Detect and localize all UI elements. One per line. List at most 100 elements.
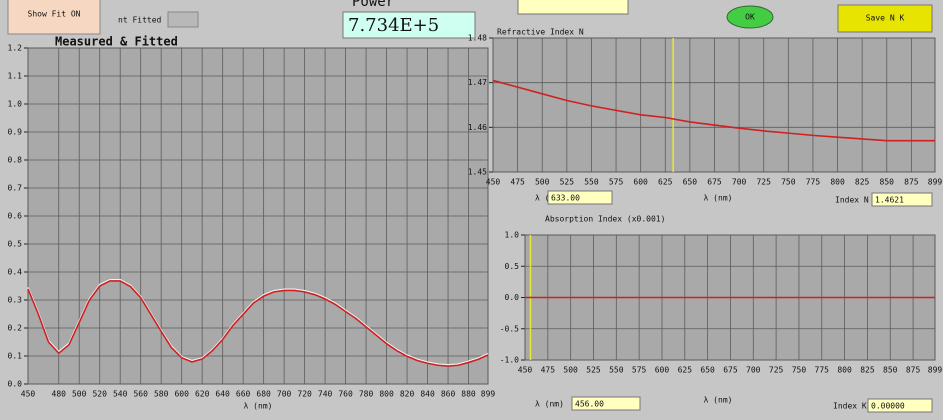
- x-tick-label: 700: [277, 390, 292, 399]
- x-tick-label: 650: [683, 178, 698, 187]
- x-tick-label: 540: [113, 390, 128, 399]
- save-label: Save N K: [866, 14, 905, 23]
- x-tick-label: 800: [830, 178, 845, 187]
- y-tick-label: 1.0: [8, 100, 23, 109]
- y-tick-label: 0.5: [505, 262, 520, 271]
- save-button[interactable]: [837, 4, 933, 33]
- x-tick-label: 475: [510, 178, 525, 187]
- x-tick-label: 560: [133, 390, 148, 399]
- legend-fitted: nt Fitted: [118, 16, 162, 25]
- x-tick-label: 875: [906, 366, 921, 375]
- x-axis-label: λ (nm): [704, 194, 733, 203]
- show-fit-label: Show Fit ON: [28, 10, 81, 19]
- readout-label: Index N: [835, 196, 869, 205]
- x-tick-label: 450: [486, 178, 501, 187]
- y-tick-label: 0.8: [8, 156, 23, 165]
- cursor-label: λ (nm): [535, 400, 564, 409]
- x-tick-label: 800: [837, 366, 852, 375]
- power-value-box: [342, 11, 476, 39]
- x-tick-label: 525: [586, 366, 601, 375]
- y-tick-label: -0.5: [500, 324, 519, 333]
- y-tick-label: 0.0: [8, 380, 23, 389]
- x-tick-label: 480: [52, 390, 67, 399]
- data-line: [492, 79, 935, 142]
- ok-button[interactable]: [726, 5, 774, 29]
- data-line: [27, 279, 489, 366]
- x-tick-label: 450: [518, 366, 533, 375]
- x-tick-label: 780: [359, 390, 374, 399]
- readout-box: [871, 192, 933, 207]
- x-tick-label: 720: [297, 390, 312, 399]
- plot-area: [492, 37, 936, 173]
- x-tick-label: 500: [535, 178, 550, 187]
- x-tick-label: 840: [420, 390, 435, 399]
- x-tick-label: 575: [609, 178, 624, 187]
- y-tick-label: 1.1: [8, 72, 23, 81]
- x-tick-label: 825: [860, 366, 875, 375]
- x-tick-label: 675: [723, 366, 738, 375]
- y-tick-label: 1.46: [468, 123, 487, 132]
- power-label: Power: [352, 0, 394, 10]
- y-tick-label: 0.1: [8, 352, 23, 361]
- readout-value: 0.00000: [871, 402, 905, 411]
- x-tick-label: 660: [236, 390, 251, 399]
- x-tick-label: 850: [883, 366, 898, 375]
- chart-title: Absorption Index (x0.001): [545, 215, 665, 224]
- y-tick-label: 1.0: [505, 231, 520, 240]
- x-tick-label: 875: [904, 178, 919, 187]
- y-tick-label: 1.45: [468, 168, 487, 177]
- legend-swatch: [167, 11, 199, 28]
- x-tick-label: 650: [700, 366, 715, 375]
- x-tick-label: 860: [441, 390, 456, 399]
- readout-box: [867, 398, 933, 413]
- x-tick-label: 550: [609, 366, 624, 375]
- y-tick-label: 0.0: [505, 293, 520, 302]
- x-tick-label: 600: [174, 390, 189, 399]
- data-line: [27, 280, 489, 367]
- x-tick-label: 600: [655, 366, 670, 375]
- x-tick-label: 700: [746, 366, 761, 375]
- x-axis-label: λ (nm): [244, 402, 273, 411]
- x-tick-label: 520: [92, 390, 107, 399]
- x-tick-label: 899: [928, 366, 943, 375]
- y-tick-label: 0.5: [8, 240, 23, 249]
- x-tick-label: 899: [928, 178, 943, 187]
- x-tick-label: 725: [756, 178, 771, 187]
- x-tick-label: 675: [707, 178, 722, 187]
- y-tick-label: 0.7: [8, 184, 23, 193]
- x-tick-label: 475: [541, 366, 556, 375]
- x-tick-label: 700: [732, 178, 747, 187]
- y-tick-label: 1.48: [468, 34, 487, 43]
- y-tick-label: 0.2: [8, 324, 23, 333]
- readout-value: 1.4621: [875, 196, 904, 205]
- x-tick-label: 820: [400, 390, 415, 399]
- y-tick-label: -1.0: [500, 356, 519, 365]
- x-tick-label: 450: [21, 390, 36, 399]
- x-tick-label: 580: [154, 390, 169, 399]
- x-tick-label: 880: [461, 390, 476, 399]
- x-tick-label: 740: [318, 390, 333, 399]
- y-tick-label: 0.4: [8, 268, 23, 277]
- chart-title: Measured & Fitted: [55, 35, 178, 49]
- x-tick-label: 725: [769, 366, 784, 375]
- x-axis-label: λ (nm): [704, 396, 733, 405]
- y-tick-label: 1.47: [468, 78, 487, 87]
- x-tick-label: 850: [880, 178, 895, 187]
- show-fit-button[interactable]: [7, 0, 101, 35]
- x-tick-label: 620: [195, 390, 210, 399]
- x-tick-label: 600: [633, 178, 648, 187]
- x-tick-label: 550: [584, 178, 599, 187]
- ok-label: OK: [745, 13, 755, 22]
- y-tick-label: 0.3: [8, 296, 23, 305]
- x-tick-label: 525: [560, 178, 575, 187]
- x-tick-label: 500: [72, 390, 87, 399]
- y-tick-label: 0.6: [8, 212, 23, 221]
- y-tick-label: 1.2: [8, 44, 23, 53]
- chart-title: Refractive Index N: [497, 28, 584, 37]
- y-tick-label: 0.9: [8, 128, 23, 137]
- x-tick-label: 825: [855, 178, 870, 187]
- x-tick-label: 775: [806, 178, 821, 187]
- x-tick-label: 680: [256, 390, 271, 399]
- power-value: 7.734E+5: [348, 15, 439, 36]
